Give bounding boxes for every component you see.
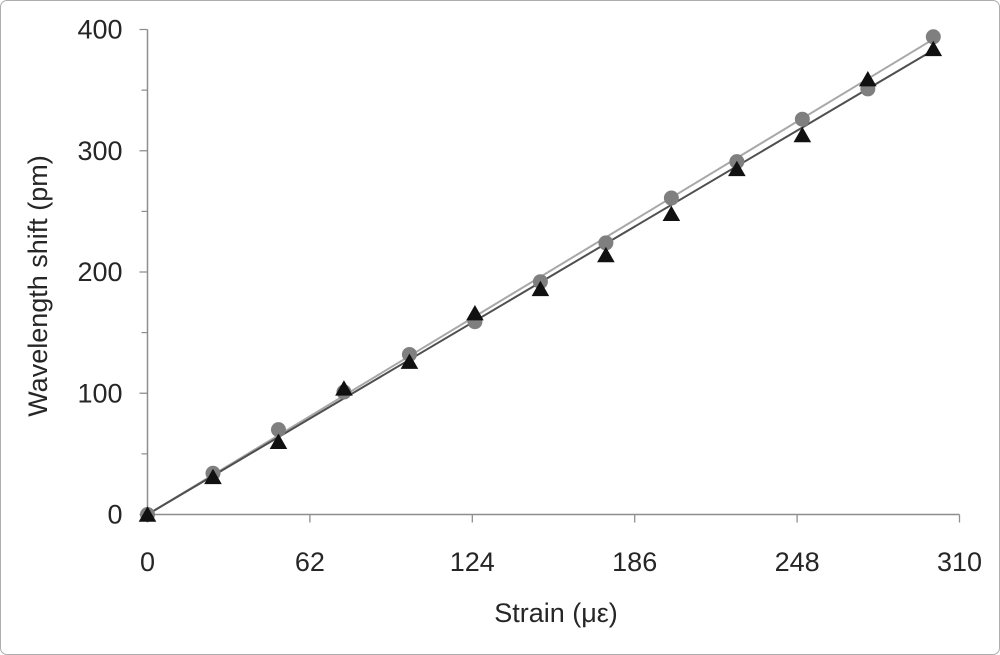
black-triangle-series-point bbox=[531, 280, 550, 297]
gray-circle-series-point bbox=[925, 29, 941, 45]
black-triangle-series-point bbox=[859, 71, 877, 87]
black-triangle-series-point bbox=[400, 353, 419, 369]
black-triangle-series-point bbox=[466, 305, 484, 321]
black-triangle-series-point bbox=[924, 40, 943, 57]
black-triangle-series-point bbox=[662, 205, 681, 221]
x-axis-tick-label: 0 bbox=[140, 547, 155, 577]
x-axis-tick-label: 186 bbox=[612, 547, 657, 577]
gray-circle-series-point bbox=[663, 190, 679, 206]
x-axis-tick-label: 310 bbox=[937, 547, 982, 577]
black-triangle-series-point bbox=[793, 126, 812, 143]
gray-circle-series-point bbox=[794, 111, 810, 127]
y-axis-tick-label: 0 bbox=[107, 500, 122, 530]
x-axis-tick-label: 62 bbox=[295, 547, 325, 577]
y-axis-tick-label: 400 bbox=[77, 15, 122, 45]
x-axis-tick-label: 248 bbox=[775, 547, 820, 577]
plot-area: 0 62 124 186 248 310 0 100 200 300 400 bbox=[77, 15, 982, 578]
y-axis-tick-label: 100 bbox=[77, 378, 122, 408]
gray-circle-series-point bbox=[270, 422, 286, 438]
x-axis-tick-label: 124 bbox=[450, 547, 495, 577]
black-triangle-series-point bbox=[728, 160, 746, 177]
y-axis-title: Wavelength shift (pm) bbox=[23, 155, 53, 417]
black-triangle-series-point bbox=[335, 380, 353, 396]
black-triangle-series-point bbox=[204, 468, 222, 485]
black-triangle-series-point bbox=[597, 246, 615, 263]
gray-circle-series-point bbox=[598, 235, 614, 251]
y-axis-tick-label: 200 bbox=[77, 257, 122, 287]
black-triangle-series-point bbox=[269, 433, 288, 449]
x-axis-title: Strain (με) bbox=[494, 598, 618, 628]
black-triangle-series-point bbox=[138, 506, 157, 522]
y-axis-tick-label: 300 bbox=[77, 136, 122, 166]
